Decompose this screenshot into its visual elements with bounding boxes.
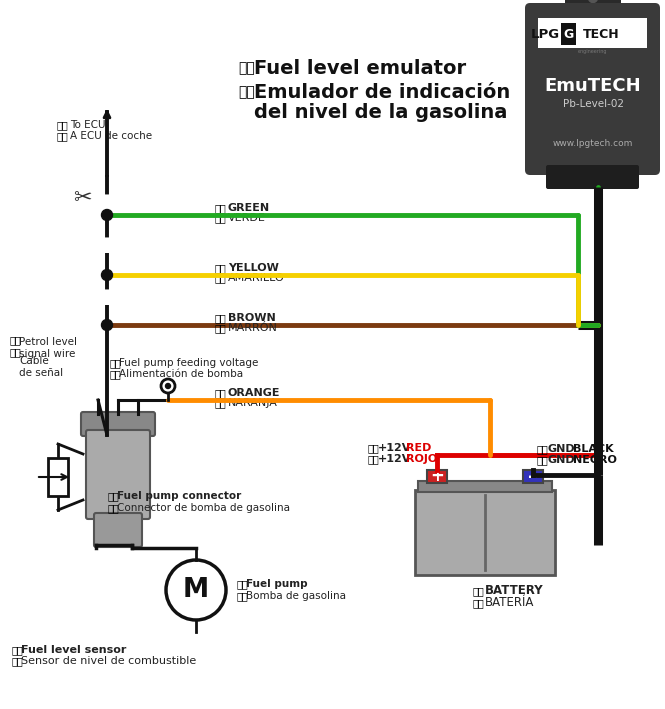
Circle shape xyxy=(166,384,170,389)
Bar xyxy=(418,481,552,492)
Text: Petrol level
signal wire: Petrol level signal wire xyxy=(19,337,77,359)
FancyBboxPatch shape xyxy=(525,3,660,175)
Text: 🇬🇧: 🇬🇧 xyxy=(238,61,255,75)
FancyBboxPatch shape xyxy=(546,165,639,189)
Text: 🇬🇧: 🇬🇧 xyxy=(10,335,22,345)
Text: NEGRO: NEGRO xyxy=(573,455,617,465)
Text: RED: RED xyxy=(406,443,432,453)
Text: 🇪🇸: 🇪🇸 xyxy=(10,347,22,357)
Text: MARRÓN: MARRÓN xyxy=(228,323,278,333)
FancyBboxPatch shape xyxy=(81,412,155,436)
Text: A ECU de coche: A ECU de coche xyxy=(70,131,152,141)
FancyBboxPatch shape xyxy=(86,430,150,519)
Bar xyxy=(538,18,647,48)
Text: 🇪🇸: 🇪🇸 xyxy=(238,85,255,99)
Text: G: G xyxy=(563,28,574,42)
Text: Sensor de nivel de combustible: Sensor de nivel de combustible xyxy=(21,656,196,666)
Text: –: – xyxy=(528,467,538,486)
Text: 🇬🇧: 🇬🇧 xyxy=(368,443,380,453)
Text: Fuel level emulator: Fuel level emulator xyxy=(254,59,466,77)
Text: To ECU: To ECU xyxy=(70,120,106,130)
Text: EmuTECH: EmuTECH xyxy=(545,77,641,95)
Text: 🇪🇸: 🇪🇸 xyxy=(215,398,227,408)
Text: Pb-Level-02: Pb-Level-02 xyxy=(563,99,624,109)
Text: BATERÍA: BATERÍA xyxy=(485,596,535,610)
Text: 🇪🇸: 🇪🇸 xyxy=(473,598,485,608)
Text: GREEN: GREEN xyxy=(228,203,270,213)
Text: BATTERY: BATTERY xyxy=(485,584,543,598)
Text: 🇬🇧: 🇬🇧 xyxy=(237,579,249,589)
Text: 🇬🇧: 🇬🇧 xyxy=(57,120,68,130)
Circle shape xyxy=(589,0,597,3)
Text: ROJO: ROJO xyxy=(406,454,438,464)
Text: 🇬🇧: 🇬🇧 xyxy=(215,203,227,213)
Text: Bomba de gasolina: Bomba de gasolina xyxy=(246,591,346,601)
Text: VERDE: VERDE xyxy=(228,213,266,223)
Text: GND: GND xyxy=(547,444,575,454)
Text: NARANJA: NARANJA xyxy=(228,398,278,408)
Circle shape xyxy=(102,320,112,330)
Text: 🇪🇸: 🇪🇸 xyxy=(215,213,227,223)
Text: Fuel pump: Fuel pump xyxy=(246,579,308,589)
Bar xyxy=(523,470,543,483)
Bar xyxy=(48,458,68,496)
FancyBboxPatch shape xyxy=(94,513,142,547)
Text: M: M xyxy=(183,577,209,603)
Text: 🇪🇸: 🇪🇸 xyxy=(368,454,380,464)
Text: GND: GND xyxy=(547,455,575,465)
Circle shape xyxy=(102,209,112,220)
Text: Alimentación de bomba: Alimentación de bomba xyxy=(119,369,243,379)
Text: Fuel pump connector: Fuel pump connector xyxy=(117,491,241,501)
Text: ✂: ✂ xyxy=(72,188,91,208)
Text: Emulador de indicación: Emulador de indicación xyxy=(254,82,510,101)
Text: 🇪🇸: 🇪🇸 xyxy=(537,455,549,465)
Text: engineering: engineering xyxy=(579,48,608,53)
Circle shape xyxy=(102,269,112,281)
Bar xyxy=(561,23,576,45)
Text: 🇪🇸: 🇪🇸 xyxy=(215,273,227,283)
Bar xyxy=(427,470,447,483)
Text: AMARILLO: AMARILLO xyxy=(228,273,285,283)
Text: 🇬🇧: 🇬🇧 xyxy=(110,358,122,368)
Text: 🇬🇧: 🇬🇧 xyxy=(108,491,120,501)
Text: ORANGE: ORANGE xyxy=(228,388,281,398)
Text: +12V: +12V xyxy=(378,454,412,464)
Text: 🇪🇸: 🇪🇸 xyxy=(110,369,122,379)
Text: LPG: LPG xyxy=(531,28,560,42)
Bar xyxy=(415,490,555,575)
Text: BROWN: BROWN xyxy=(228,313,276,323)
Text: 🇬🇧: 🇬🇧 xyxy=(215,388,227,398)
Text: Connector de bomba de gasolina: Connector de bomba de gasolina xyxy=(117,503,290,513)
Circle shape xyxy=(161,379,175,393)
Text: www.lpgtech.com: www.lpgtech.com xyxy=(553,138,633,147)
Text: Fuel level sensor: Fuel level sensor xyxy=(21,645,126,655)
Text: 🇬🇧: 🇬🇧 xyxy=(215,263,227,273)
Text: TECH: TECH xyxy=(583,28,620,42)
Text: +: + xyxy=(430,467,444,485)
Text: BLACK: BLACK xyxy=(573,444,614,454)
Text: Cable
de señal: Cable de señal xyxy=(19,356,63,378)
Text: Fuel pump feeding voltage: Fuel pump feeding voltage xyxy=(119,358,259,368)
Text: del nivel de la gasolina: del nivel de la gasolina xyxy=(254,104,507,123)
Text: 🇬🇧: 🇬🇧 xyxy=(537,444,549,454)
Text: 🇬🇧: 🇬🇧 xyxy=(12,645,24,655)
Text: +12V: +12V xyxy=(378,443,412,453)
Text: 🇪🇸: 🇪🇸 xyxy=(57,131,68,141)
Text: 🇬🇧: 🇬🇧 xyxy=(215,313,227,323)
FancyBboxPatch shape xyxy=(565,0,621,15)
Text: 🇪🇸: 🇪🇸 xyxy=(215,323,227,333)
Text: YELLOW: YELLOW xyxy=(228,263,279,273)
Text: 🇪🇸: 🇪🇸 xyxy=(237,591,249,601)
Text: 🇪🇸: 🇪🇸 xyxy=(12,656,24,666)
Circle shape xyxy=(166,560,226,620)
Text: 🇪🇸: 🇪🇸 xyxy=(108,503,120,513)
Text: 🇬🇧: 🇬🇧 xyxy=(473,586,485,596)
